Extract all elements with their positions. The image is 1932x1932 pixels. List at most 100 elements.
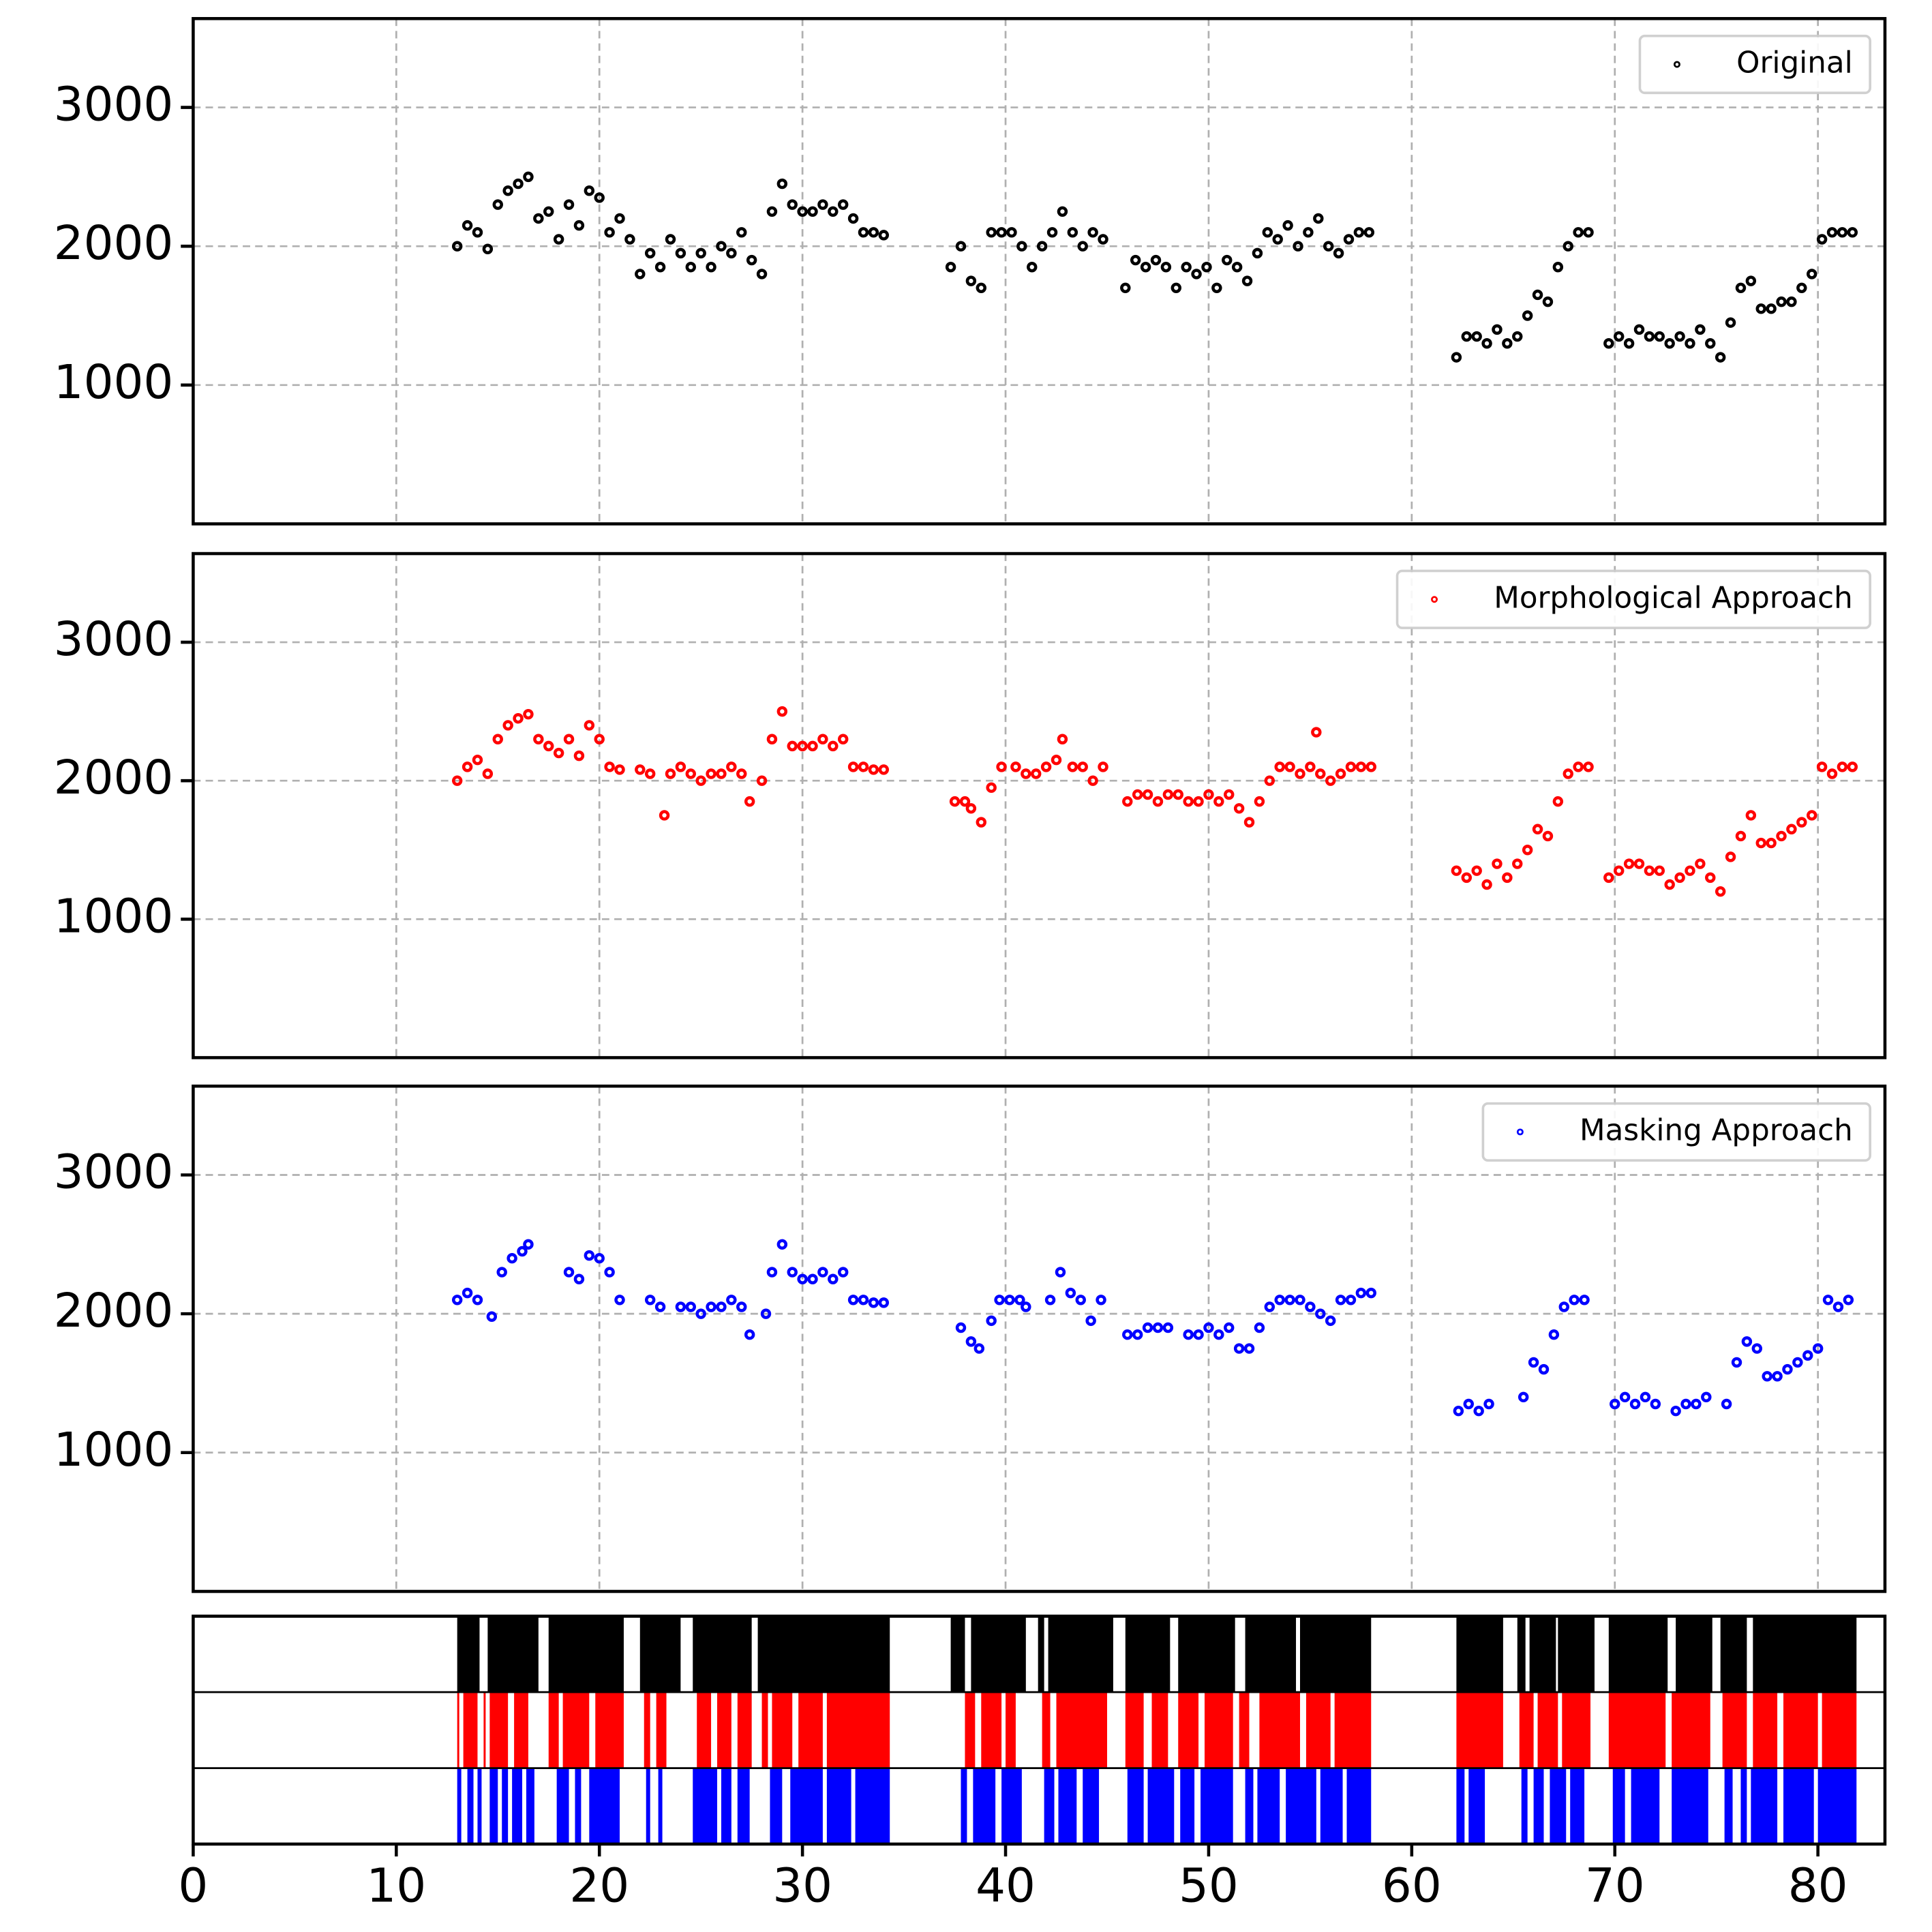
point: [878, 1297, 890, 1308]
point: [675, 247, 686, 259]
point: [817, 1267, 828, 1278]
event-segment: [1456, 1692, 1503, 1768]
point: [563, 199, 575, 210]
point: [462, 761, 473, 772]
point: [1057, 206, 1068, 217]
x-tick-label: 0: [178, 1858, 208, 1913]
point: [472, 754, 483, 766]
point: [1573, 761, 1584, 772]
point: [1264, 775, 1276, 786]
point: [604, 1267, 615, 1278]
event-segment: [1533, 1768, 1544, 1845]
axes-frame: [192, 16, 1887, 526]
event-segment: [589, 1768, 620, 1845]
y-tick-label: 2000: [54, 751, 174, 805]
point: [1224, 1322, 1235, 1333]
point: [1162, 789, 1174, 800]
event-segment: [693, 1616, 752, 1693]
point: [1044, 1295, 1056, 1305]
point: [553, 747, 564, 759]
point: [1293, 241, 1303, 252]
legend-label: Masking Approach: [1580, 1113, 1853, 1147]
point: [1065, 1287, 1076, 1299]
point: [726, 247, 737, 259]
point: [1518, 1391, 1529, 1403]
point: [1262, 227, 1273, 238]
point: [1014, 1295, 1025, 1305]
point: [1619, 1391, 1631, 1403]
point: [1623, 338, 1635, 349]
event-segment: [1299, 1616, 1372, 1693]
point: [496, 1267, 507, 1278]
event-segment: [1058, 1768, 1077, 1845]
point: [635, 764, 646, 775]
event-segment: [526, 1768, 534, 1845]
point: [462, 1287, 473, 1299]
legend-label: Original: [1736, 46, 1853, 80]
point: [1664, 879, 1675, 890]
point: [594, 1252, 605, 1264]
point: [1816, 761, 1828, 772]
point: [736, 1301, 747, 1312]
point: [1016, 241, 1027, 252]
point: [1816, 234, 1828, 245]
point: [1193, 1329, 1204, 1340]
event-segment: [1783, 1768, 1814, 1845]
point: [1191, 269, 1202, 280]
point: [1715, 886, 1726, 897]
point: [1021, 1301, 1031, 1312]
point: [1542, 296, 1554, 307]
point: [1335, 768, 1346, 779]
point: [1453, 1405, 1464, 1417]
event-segment: [1151, 1692, 1168, 1768]
point: [1563, 768, 1573, 779]
point: [1735, 282, 1747, 294]
point: [695, 1308, 706, 1319]
point: [1254, 1322, 1265, 1333]
event-segment: [1817, 1768, 1857, 1845]
point: [955, 1322, 967, 1333]
point: [837, 1267, 849, 1278]
event-segment: [658, 1768, 663, 1845]
point: [685, 1301, 696, 1312]
x-tick-label: 50: [1179, 1858, 1239, 1913]
point: [1522, 310, 1533, 321]
point: [1295, 768, 1305, 779]
point: [1776, 830, 1787, 842]
point: [976, 817, 987, 828]
point: [1355, 1287, 1367, 1299]
point: [573, 750, 585, 761]
event-segment: [1456, 1616, 1503, 1693]
point: [1183, 796, 1194, 807]
point: [1085, 1315, 1096, 1327]
point: [1067, 761, 1078, 772]
point: [1603, 872, 1614, 884]
event-segment: [790, 1768, 823, 1845]
point: [996, 761, 1007, 772]
event-segment: [826, 1768, 851, 1845]
point: [965, 803, 977, 814]
point: [1725, 317, 1736, 328]
event-segment: [656, 1692, 667, 1768]
point: [776, 178, 788, 190]
point: [659, 810, 670, 821]
point: [1353, 227, 1365, 238]
point: [1633, 324, 1645, 335]
event-segment: [697, 1692, 712, 1768]
point: [644, 1295, 656, 1305]
point: [573, 1273, 585, 1284]
point: [1181, 262, 1192, 273]
event-segment: [1239, 1692, 1250, 1768]
event-segment: [1147, 1768, 1175, 1845]
legend-box: [1395, 569, 1871, 629]
event-segment: [1672, 1692, 1710, 1768]
point: [1847, 227, 1858, 238]
point: [1345, 1295, 1357, 1305]
point: [1538, 1363, 1550, 1375]
event-segment: [562, 1692, 590, 1768]
point: [523, 708, 534, 720]
point: [1010, 761, 1021, 772]
point: [847, 213, 859, 224]
event-segment: [595, 1692, 624, 1768]
point: [1142, 789, 1153, 800]
